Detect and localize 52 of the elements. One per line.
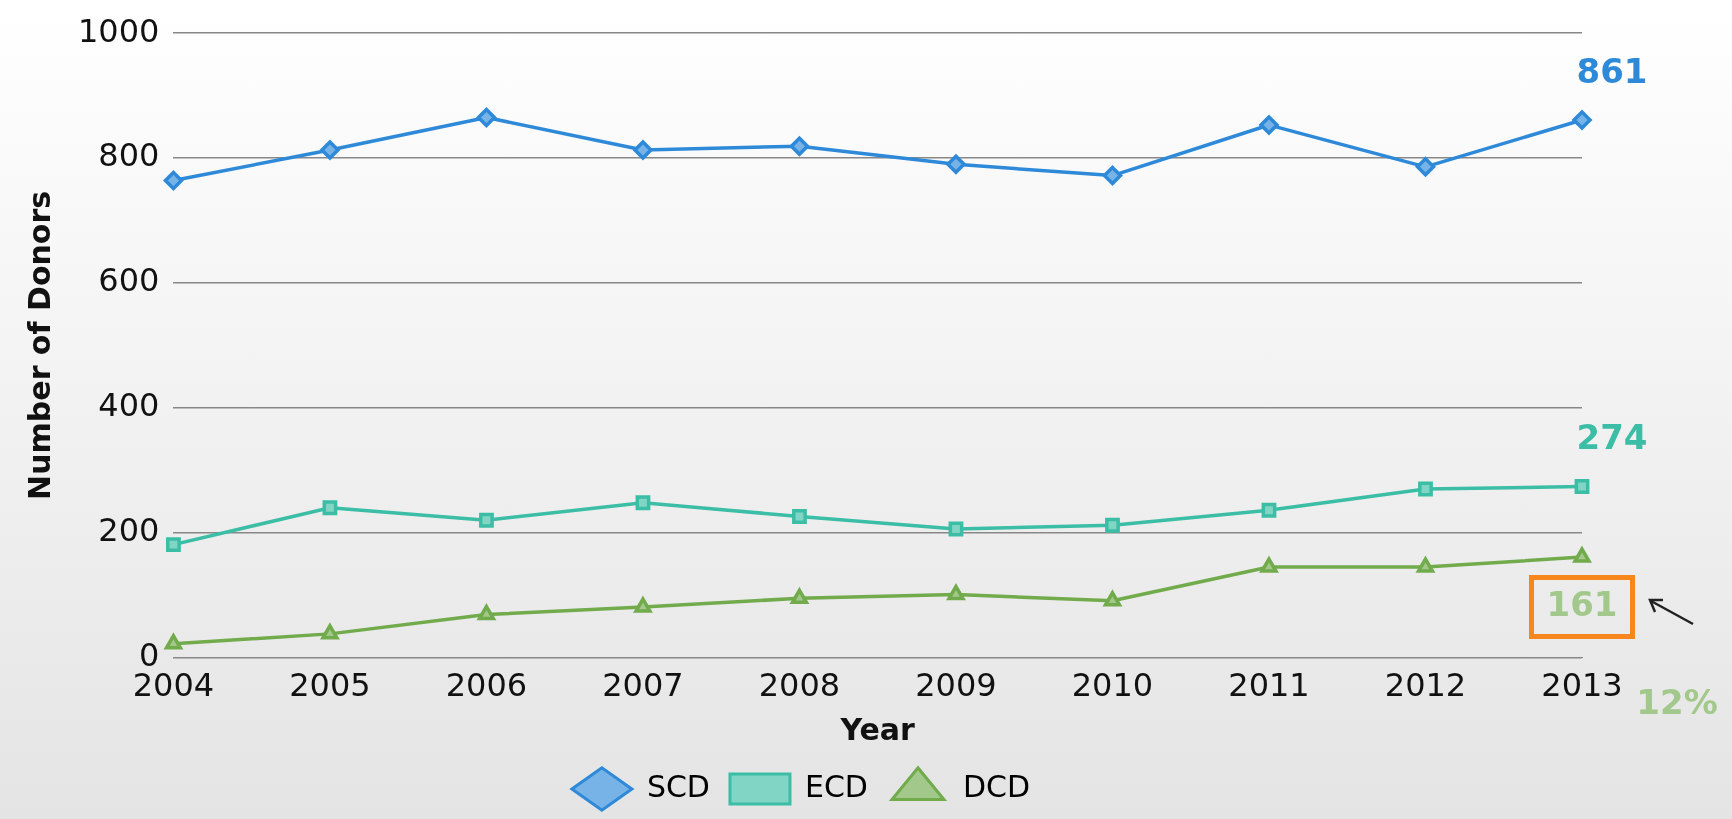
point xyxy=(1261,502,1277,518)
point xyxy=(163,170,184,191)
point xyxy=(1574,479,1590,494)
legend-label: DCD xyxy=(962,768,1031,804)
point xyxy=(1573,547,1591,563)
y-tick-label: 1000 xyxy=(78,11,160,50)
annotation: 161 xyxy=(1546,583,1618,624)
y-tick-label: 600 xyxy=(98,261,160,300)
x-tick-label: 2009 xyxy=(915,666,997,705)
x-tick-label: 2006 xyxy=(445,666,528,705)
point xyxy=(1572,110,1592,130)
point xyxy=(164,634,183,650)
y-tick-label: 400 xyxy=(98,386,160,425)
x-tick-label: 2005 xyxy=(289,666,371,705)
y-tick-label: 200 xyxy=(98,511,160,550)
point xyxy=(1418,481,1433,497)
point xyxy=(321,624,339,640)
point xyxy=(633,140,653,160)
point xyxy=(320,140,340,160)
point xyxy=(1105,517,1120,533)
y-tick-label: 800 xyxy=(98,136,160,175)
point xyxy=(948,521,964,537)
x-tick-label: 2008 xyxy=(758,666,841,705)
x-axis-title: Year xyxy=(839,711,916,747)
point xyxy=(635,495,651,511)
x-tick-label: 2013 xyxy=(1541,666,1623,705)
point xyxy=(322,500,338,516)
point xyxy=(1260,557,1278,573)
legend-label: SCD xyxy=(646,768,710,804)
x-tick-label: 2012 xyxy=(1384,666,1467,705)
point xyxy=(1416,557,1435,573)
point xyxy=(476,107,497,128)
point xyxy=(946,154,966,175)
annotation: 274 xyxy=(1576,417,1648,458)
point xyxy=(479,512,494,528)
point xyxy=(792,509,807,524)
point xyxy=(166,537,181,552)
point xyxy=(789,136,810,156)
point xyxy=(947,584,965,601)
x-tick-label: 2011 xyxy=(1228,666,1310,705)
annotation: 861 xyxy=(1576,50,1648,91)
x-tick-label: 2010 xyxy=(1071,666,1154,705)
y-axis-title: Number of Donors xyxy=(21,190,57,500)
point xyxy=(1415,157,1436,177)
point xyxy=(1259,115,1279,135)
x-tick-label: 2007 xyxy=(602,666,684,705)
point xyxy=(1102,165,1123,186)
point xyxy=(477,604,496,621)
point xyxy=(634,597,652,613)
point xyxy=(1103,591,1122,607)
legend-label: ECD xyxy=(804,768,868,804)
text: 12% xyxy=(1636,682,1718,723)
